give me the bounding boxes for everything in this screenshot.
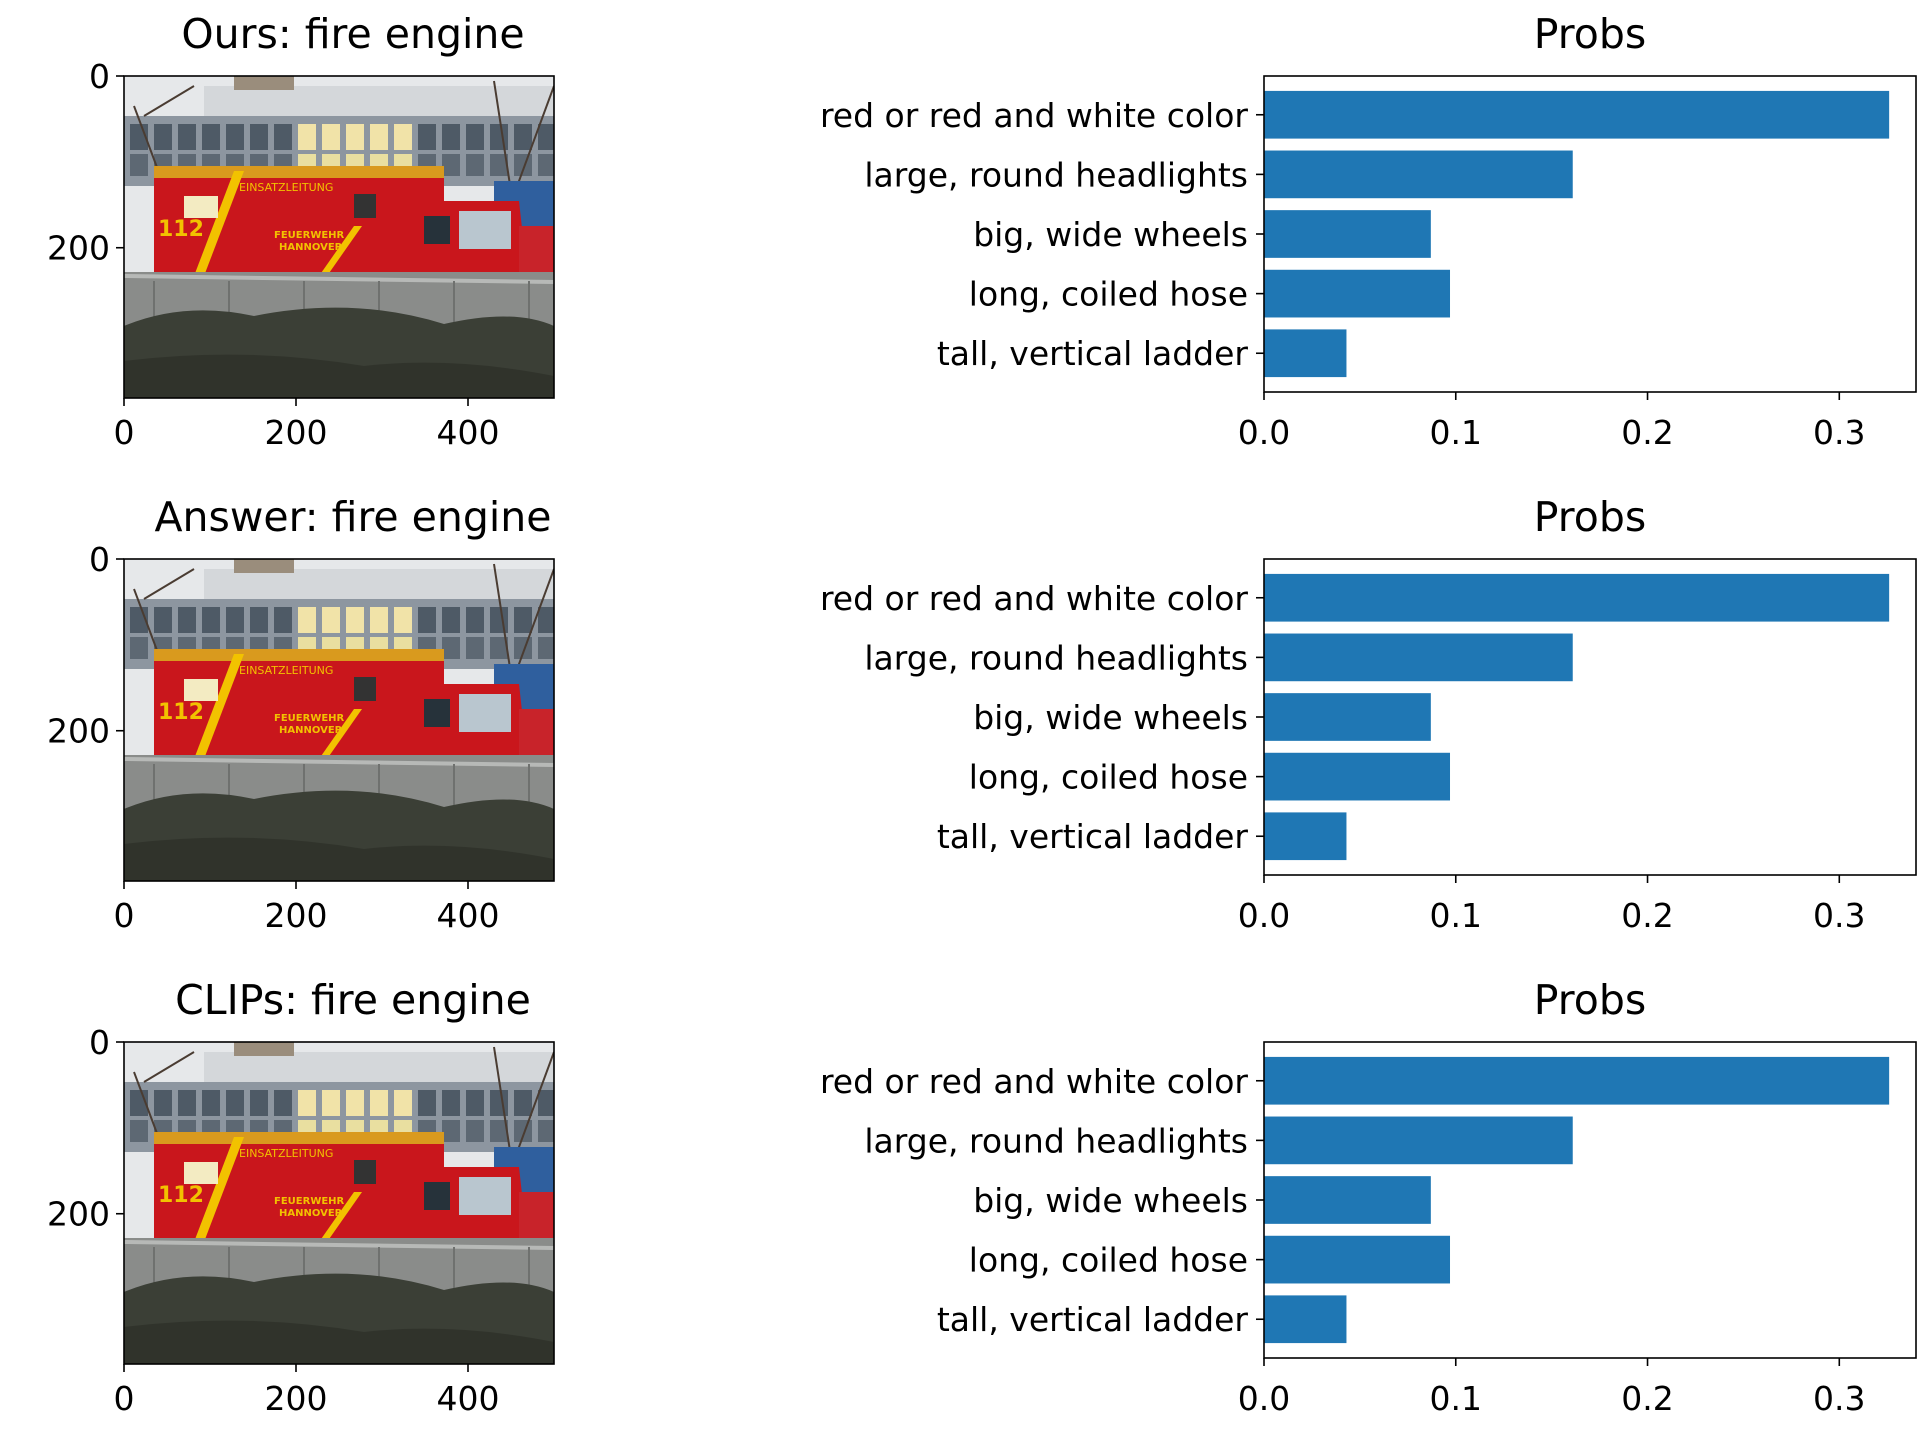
bar	[1264, 1235, 1451, 1284]
truck-lettering: HANNOVER	[279, 242, 343, 253]
truck-lettering: FEUERWEHR	[274, 230, 345, 241]
bar	[1264, 693, 1431, 741]
x-tick-label: 0.1	[1430, 413, 1482, 452]
category-label: long, coiled hose	[969, 758, 1248, 797]
bar	[1264, 90, 1890, 139]
category-label: tall, vertical ladder	[937, 817, 1249, 856]
category-label: large, round headlights	[864, 155, 1248, 194]
bar	[1264, 150, 1573, 199]
truck-lettering: 112	[158, 700, 204, 725]
bar	[1264, 812, 1347, 861]
chart-title: Probs	[1534, 493, 1646, 541]
image-title: Ours: fire engine	[181, 10, 524, 58]
chart-title: Probs	[1534, 976, 1646, 1024]
bar-chart: Probs red or red and white color large, ro…	[820, 493, 1917, 935]
category-label: large, round headlights	[864, 638, 1248, 677]
category-label: long, coiled hose	[969, 275, 1248, 314]
x-tick-label: 0.3	[1813, 1379, 1865, 1418]
panel-row: Answer: fire engine EINSATZLEITUNG FEUERWE…	[47, 493, 1917, 935]
image-y-tick-label: 0	[89, 1023, 110, 1062]
x-tick-label: 0.0	[1238, 1379, 1290, 1418]
bar	[1264, 210, 1431, 258]
image-y-tick-label: 0	[89, 57, 110, 96]
image-x-tick-label: 0	[114, 896, 135, 935]
bar	[1264, 1116, 1573, 1165]
x-tick-label: 0.3	[1813, 896, 1865, 935]
category-label: red or red and white color	[820, 1062, 1248, 1101]
image-x-tick-label: 0	[114, 1379, 135, 1418]
truck-lettering: EINSATZLEITUNG	[239, 181, 333, 194]
truck-lettering: 112	[158, 1183, 204, 1208]
truck-lettering: HANNOVER	[279, 725, 343, 736]
chart-frame	[1263, 75, 1917, 393]
bar	[1264, 633, 1573, 682]
image-x-tick-label: 200	[265, 896, 328, 935]
bar	[1264, 1295, 1347, 1344]
x-tick-label: 0.3	[1813, 413, 1865, 452]
image-frame	[123, 558, 555, 882]
x-tick-label: 0.2	[1621, 896, 1673, 935]
image-x-tick-label: 0	[114, 413, 135, 452]
x-tick-label: 0.1	[1430, 1379, 1482, 1418]
truck-lettering: HANNOVER	[279, 1208, 343, 1219]
category-label: big, wide wheels	[973, 1181, 1248, 1220]
bar	[1264, 1176, 1431, 1224]
x-tick-label: 0.1	[1430, 896, 1482, 935]
truck-lettering: FEUERWEHR	[274, 1196, 345, 1207]
category-label: big, wide wheels	[973, 215, 1248, 254]
image-x-tick-label: 200	[265, 413, 328, 452]
truck-lettering: EINSATZLEITUNG	[239, 1147, 333, 1160]
chart-frame	[1263, 558, 1917, 876]
truck-lettering: 112	[158, 217, 204, 242]
image-y-tick-label: 0	[89, 540, 110, 579]
x-tick-label: 0.0	[1238, 896, 1290, 935]
image-frame	[123, 75, 555, 399]
category-label: large, round headlights	[864, 1121, 1248, 1160]
category-label: tall, vertical ladder	[937, 334, 1249, 373]
bar	[1264, 269, 1451, 318]
x-tick-label: 0.2	[1621, 1379, 1673, 1418]
image-x-tick-label: 400	[437, 896, 500, 935]
image-title: Answer: fire engine	[154, 493, 551, 541]
bar-chart: Probs red or red and white color large, ro…	[820, 976, 1917, 1418]
bar	[1264, 1056, 1890, 1105]
bar	[1264, 329, 1347, 378]
image-panel: Ours: fire engine EINSATZLEITUNG FEUERWEHR…	[47, 10, 555, 452]
image-y-tick-label: 200	[47, 1195, 110, 1234]
bar	[1264, 752, 1451, 801]
image-frame	[123, 1041, 555, 1365]
image-panel: Answer: fire engine EINSATZLEITUNG FEUERWE…	[47, 493, 555, 935]
category-label: tall, vertical ladder	[937, 1300, 1249, 1339]
image-y-tick-label: 200	[47, 712, 110, 751]
bar-chart: Probs red or red and white color large, ro…	[820, 10, 1917, 452]
category-label: red or red and white color	[820, 96, 1248, 135]
image-x-tick-label: 200	[265, 1379, 328, 1418]
panel-row: CLIPs: fire engine EINSATZLEITUNG FEUERWEH…	[47, 976, 1917, 1418]
image-title: CLIPs: fire engine	[175, 976, 531, 1024]
truck-lettering: EINSATZLEITUNG	[239, 664, 333, 677]
x-tick-label: 0.0	[1238, 413, 1290, 452]
chart-frame	[1263, 1041, 1917, 1359]
bar	[1264, 573, 1890, 622]
x-tick-label: 0.2	[1621, 413, 1673, 452]
panel-row: Ours: fire engine EINSATZLEITUNG FEUERWEHR…	[47, 10, 1917, 452]
category-label: long, coiled hose	[969, 1241, 1248, 1280]
truck-lettering: FEUERWEHR	[274, 713, 345, 724]
image-x-tick-label: 400	[437, 413, 500, 452]
image-y-tick-label: 200	[47, 229, 110, 268]
category-label: big, wide wheels	[973, 698, 1248, 737]
chart-title: Probs	[1534, 10, 1646, 58]
category-label: red or red and white color	[820, 579, 1248, 618]
image-x-tick-label: 400	[437, 1379, 500, 1418]
image-panel: CLIPs: fire engine EINSATZLEITUNG FEUERWEH…	[47, 976, 555, 1418]
